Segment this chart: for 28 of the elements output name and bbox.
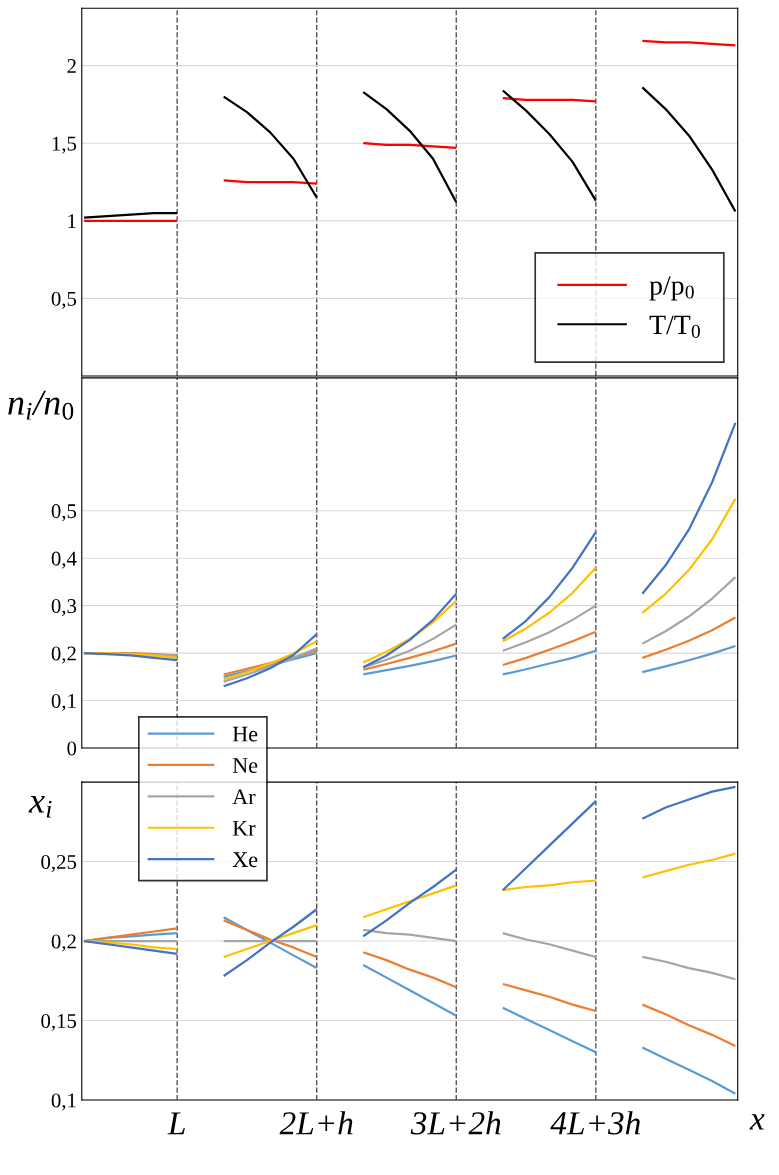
legend-label: Ar [232, 789, 256, 805]
legend-label: p/p$_{0}$ [649, 276, 694, 301]
x-tick-label: 3L+2h [410, 1111, 501, 1135]
x-tick-label: 4L+3h [550, 1111, 640, 1135]
legend-label: Ne [232, 758, 258, 773]
y-tick-label: 0,5 [51, 504, 77, 522]
legend-label: Xe [232, 852, 258, 868]
y-tick-label: 0 [67, 741, 77, 756]
y-tick-label: 0,25 [41, 854, 77, 872]
y-axis-title: x$_{i}$ [28, 795, 52, 818]
y-tick-label: 0,1 [51, 693, 76, 711]
y-tick-label: 0,1 [51, 1093, 76, 1111]
y-tick-label: 0,5 [51, 291, 77, 309]
y-tick-label: 1 [68, 214, 76, 229]
y-tick-label: 0,2 [51, 646, 76, 664]
legend-label: Kr [232, 820, 256, 836]
legend-label: T/T$_{0}$ [649, 315, 700, 338]
x-tick-label: L [167, 1112, 185, 1135]
y-axis-title: n$_{i}$/n$_{0}$ [8, 390, 74, 420]
x-tick-label: 2L+h [279, 1111, 353, 1135]
legend-label: He [232, 726, 258, 742]
y-tick-label: 0,2 [51, 934, 76, 952]
y-tick-label: 1,5 [52, 136, 77, 154]
y-tick-label: 0,4 [51, 551, 77, 569]
x-axis-title: x [749, 1114, 765, 1130]
y-tick-label: 0,15 [41, 1013, 77, 1031]
y-tick-label: 2 [67, 59, 76, 73]
y-tick-label: 0,3 [51, 599, 77, 617]
